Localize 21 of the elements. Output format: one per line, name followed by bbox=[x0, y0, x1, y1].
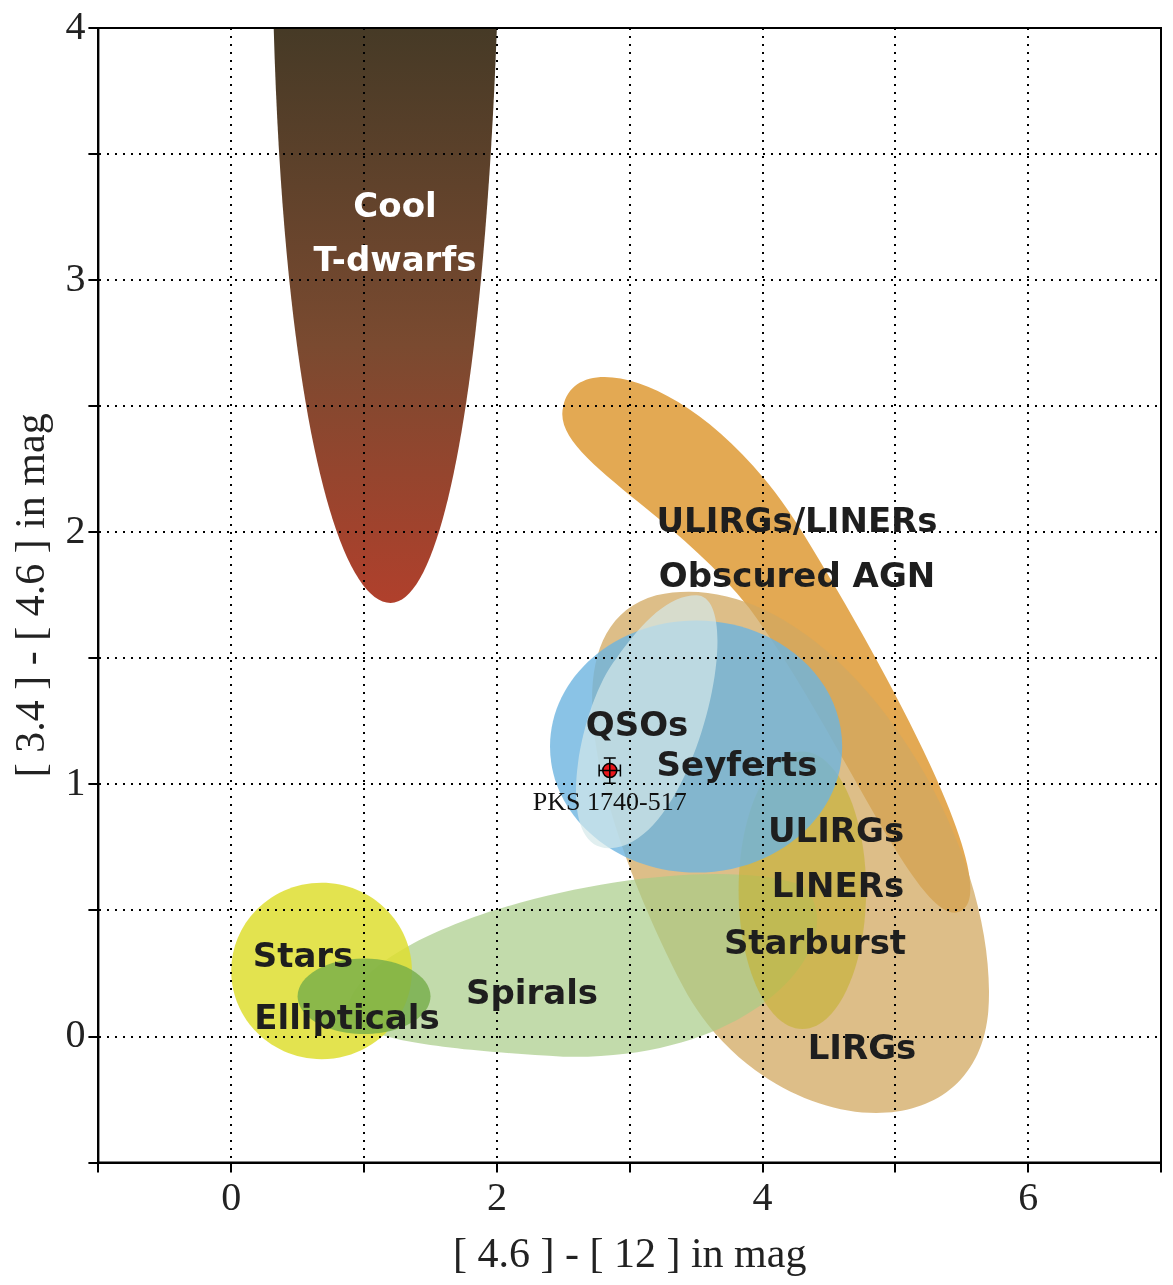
annotation: Cool bbox=[353, 184, 437, 225]
annotation: QSOs bbox=[585, 703, 689, 744]
x-axis-title: [ 4.6 ] - [ 12 ] in mag bbox=[452, 1229, 807, 1276]
y-tick-label: 0 bbox=[65, 1011, 86, 1057]
x-tick-label: 6 bbox=[1018, 1174, 1039, 1220]
annotation: PKS 1740-517 bbox=[532, 787, 687, 817]
x-tick-label: 0 bbox=[221, 1174, 242, 1220]
annotation: Seyferts bbox=[656, 743, 818, 784]
y-tick-label: 2 bbox=[65, 506, 86, 552]
y-tick-label: 4 bbox=[65, 2, 86, 48]
annotation: Spirals bbox=[465, 971, 599, 1012]
x-tick-label: 2 bbox=[486, 1174, 507, 1220]
y-tick-label: 1 bbox=[65, 758, 86, 804]
annotation: Stars bbox=[252, 934, 354, 975]
x-tick-label: 4 bbox=[752, 1174, 773, 1220]
annotation: T-dwarfs bbox=[313, 238, 477, 279]
y-tick-label: 3 bbox=[65, 254, 86, 300]
annotation: LINERs bbox=[771, 864, 905, 905]
y-axis-title: [ 3.4 ] - [ 4.6 ] in mag bbox=[7, 413, 54, 778]
annotation: Starburst bbox=[723, 921, 907, 962]
annotation: LIRGs bbox=[807, 1026, 917, 1067]
